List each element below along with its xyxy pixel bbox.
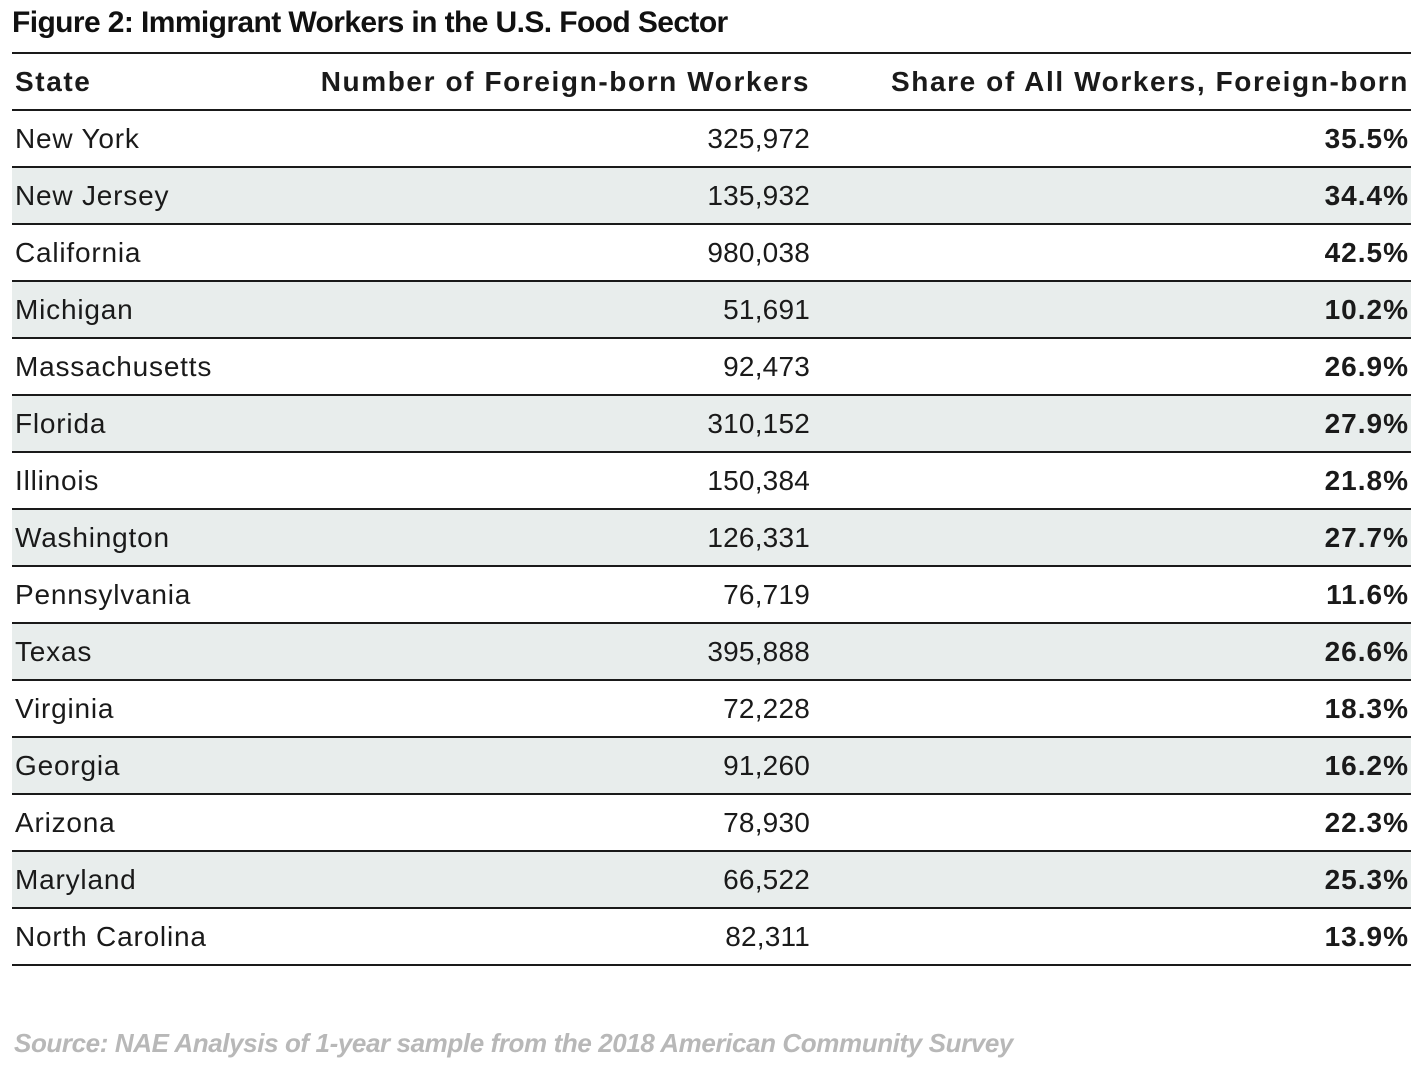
table-row: New Jersey 135,932 34.4% <box>12 168 1411 225</box>
cell-share-foreign-born: 22.3% <box>1324 806 1409 838</box>
cell-state: Arizona <box>15 806 116 838</box>
cell-share-foreign-born: 10.2% <box>1324 293 1409 325</box>
cell-state: North Carolina <box>15 920 207 952</box>
cell-state: Georgia <box>15 749 121 781</box>
cell-foreign-born-workers: 82,311 <box>725 920 810 952</box>
cell-state: Texas <box>15 635 93 667</box>
cell-share-foreign-born: 27.7% <box>1324 521 1409 553</box>
table-row: Pennsylvania 76,719 11.6% <box>12 567 1411 624</box>
cell-state: New Jersey <box>15 179 170 211</box>
cell-foreign-born-workers: 51,691 <box>723 293 810 325</box>
table-row: North Carolina 82,311 13.9% <box>12 909 1411 966</box>
cell-foreign-born-workers: 395,888 <box>707 635 810 667</box>
cell-foreign-born-workers: 135,932 <box>707 179 810 211</box>
cell-share-foreign-born: 35.5% <box>1324 122 1409 154</box>
cell-foreign-born-workers: 150,384 <box>707 464 810 496</box>
cell-state: New York <box>15 122 140 154</box>
source-note: Source: NAE Analysis of 1-year sample fr… <box>14 1028 1013 1058</box>
cell-state: Michigan <box>15 293 134 325</box>
cell-share-foreign-born: 11.6% <box>1326 578 1409 610</box>
table-row: Massachusetts 92,473 26.9% <box>12 339 1411 396</box>
cell-foreign-born-workers: 72,228 <box>723 692 810 724</box>
cell-state: Pennsylvania <box>15 578 192 610</box>
cell-state: Maryland <box>15 863 137 895</box>
column-header-share-foreign-born: Share of All Workers, Foreign-born <box>890 65 1409 97</box>
table-row: Michigan 51,691 10.2% <box>12 282 1411 339</box>
cell-foreign-born-workers: 325,972 <box>707 122 810 154</box>
cell-share-foreign-born: 18.3% <box>1324 692 1409 724</box>
table-row: Texas 395,888 26.6% <box>12 624 1411 681</box>
table-row: Maryland 66,522 25.3% <box>12 852 1411 909</box>
table-row: Washington 126,331 27.7% <box>12 510 1411 567</box>
table-row: Illinois 150,384 21.8% <box>12 453 1411 510</box>
cell-share-foreign-born: 16.2% <box>1324 749 1409 781</box>
table-row: New York 325,972 35.5% <box>12 111 1411 168</box>
table-row: Virginia 72,228 18.3% <box>12 681 1411 738</box>
cell-share-foreign-born: 13.9% <box>1324 920 1409 952</box>
cell-share-foreign-born: 25.3% <box>1324 863 1409 895</box>
cell-state: Washington <box>15 521 170 553</box>
cell-foreign-born-workers: 76,719 <box>723 578 810 610</box>
cell-state: California <box>15 236 142 268</box>
cell-share-foreign-born: 34.4% <box>1324 179 1409 211</box>
cell-foreign-born-workers: 78,930 <box>723 806 810 838</box>
column-header-state: State <box>15 65 92 97</box>
cell-share-foreign-born: 26.6% <box>1324 635 1409 667</box>
cell-foreign-born-workers: 980,038 <box>707 236 810 268</box>
cell-state: Illinois <box>15 464 100 496</box>
cell-foreign-born-workers: 92,473 <box>723 350 810 382</box>
cell-foreign-born-workers: 66,522 <box>723 863 810 895</box>
cell-foreign-born-workers: 310,152 <box>707 407 810 439</box>
cell-share-foreign-born: 42.5% <box>1324 236 1409 268</box>
cell-share-foreign-born: 26.9% <box>1324 350 1409 382</box>
cell-foreign-born-workers: 91,260 <box>723 749 810 781</box>
figure-title: Figure 2: Immigrant Workers in the U.S. … <box>12 6 728 39</box>
cell-share-foreign-born: 27.9% <box>1324 407 1409 439</box>
table-row: Florida 310,152 27.9% <box>12 396 1411 453</box>
cell-state: Virginia <box>15 692 115 724</box>
cell-state: Massachusetts <box>15 350 213 382</box>
table-row: Arizona 78,930 22.3% <box>12 795 1411 852</box>
table-row: Georgia 91,260 16.2% <box>12 738 1411 795</box>
table-row: California 980,038 42.5% <box>12 225 1411 282</box>
column-header-foreign-born-workers: Number of Foreign-born Workers <box>320 65 810 97</box>
data-table: State Number of Foreign-born Workers Sha… <box>12 52 1411 966</box>
table-header-row: State Number of Foreign-born Workers Sha… <box>12 54 1411 111</box>
cell-foreign-born-workers: 126,331 <box>707 521 810 553</box>
cell-state: Florida <box>15 407 107 439</box>
cell-share-foreign-born: 21.8% <box>1324 464 1409 496</box>
